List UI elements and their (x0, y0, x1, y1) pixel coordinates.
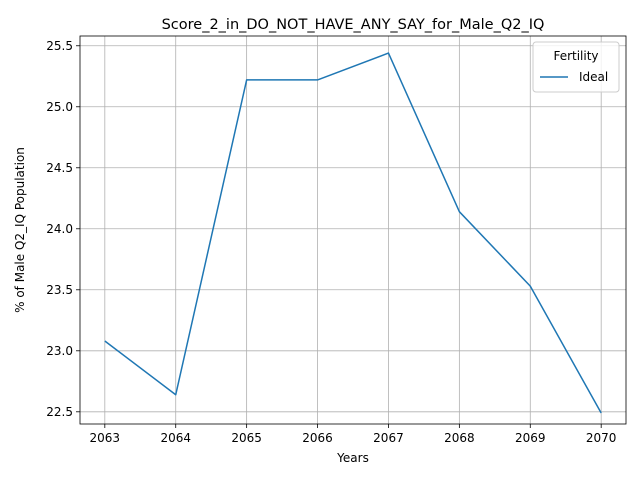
legend-title: Fertility (553, 49, 598, 63)
x-tick-label: 2068 (444, 431, 475, 445)
x-tick-label: 2067 (373, 431, 404, 445)
x-tick-label: 2070 (586, 431, 617, 445)
x-tick-label: 2063 (90, 431, 121, 445)
x-tick-label: 2069 (515, 431, 546, 445)
y-tick-label: 23.0 (46, 344, 73, 358)
x-axis-ticks: 2063 2064 2065 2066 2067 2068 2069 2070 (90, 424, 617, 445)
legend: Fertility Ideal (532, 41, 620, 93)
chart-title: Score_2_in_DO_NOT_HAVE_ANY_SAY_for_Male_… (162, 17, 545, 33)
legend-box (532, 41, 620, 93)
y-tick-label: 25.5 (46, 39, 73, 53)
y-tick-label: 23.5 (46, 283, 73, 297)
x-tick-label: 2065 (231, 431, 262, 445)
x-axis-label: Years (336, 451, 369, 465)
y-tick-label: 24.5 (46, 161, 73, 175)
plot-frame (79, 35, 627, 425)
series-layer (104, 52, 602, 414)
y-axis-ticks: 22.5 23.0 23.5 24.0 24.5 25.0 25.5 (46, 39, 80, 419)
series-line-ideal (104, 52, 602, 414)
x-tick-label: 2064 (160, 431, 191, 445)
y-tick-label: 22.5 (46, 405, 73, 419)
grid-lines (80, 36, 626, 424)
legend-label-ideal: Ideal (579, 70, 608, 84)
y-axis-label: % of Male Q2_IQ Population (13, 147, 27, 313)
y-tick-label: 25.0 (46, 100, 73, 114)
x-tick-label: 2066 (302, 431, 333, 445)
y-tick-label: 24.0 (46, 222, 73, 236)
